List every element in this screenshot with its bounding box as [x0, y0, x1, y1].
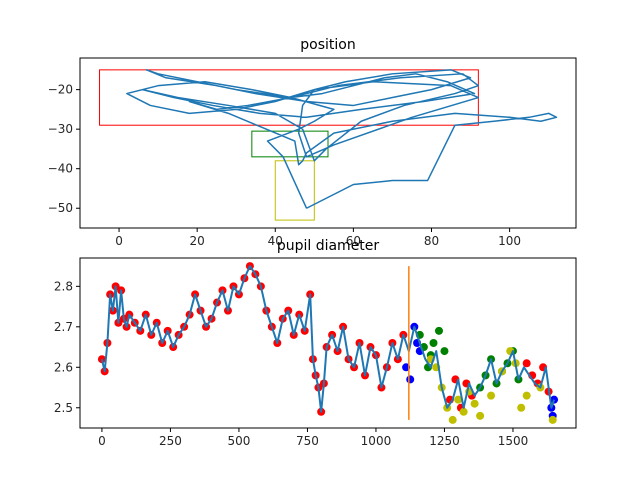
trajectory-line	[126, 69, 558, 209]
pupil-point-red	[522, 359, 531, 368]
y-tick-label: −30	[48, 122, 73, 136]
pupil-point-yellow	[548, 415, 557, 424]
pupil-point-blue	[406, 375, 415, 384]
region-box	[251, 130, 329, 158]
x-tick-label: 0	[115, 234, 123, 248]
x-tick-label: 500	[227, 434, 250, 448]
pupil-diameter-trace	[100, 265, 556, 413]
pupil-axes-frame	[79, 257, 577, 429]
pupil-diameter-title: pupil diameter	[277, 238, 380, 254]
position-trajectory	[126, 69, 558, 209]
x-tick-label: 1250	[429, 434, 460, 448]
x-tick-label: 60	[346, 234, 361, 248]
y-tick-label: 2.6	[54, 360, 73, 374]
pupil-point-yellow	[454, 395, 463, 404]
pupil-point-green	[440, 347, 449, 356]
y-tick-label: 2.7	[54, 320, 73, 334]
position-x-axis: 0 20 40 60 80 100	[115, 228, 521, 248]
pupil-point-yellow	[459, 407, 468, 416]
y-tick-label: −20	[48, 83, 73, 97]
y-tick-label: 2.5	[54, 401, 73, 415]
region-box	[274, 160, 315, 221]
pupil-point-green	[429, 339, 438, 347]
pupil-point-yellow	[476, 411, 485, 420]
x-tick-label: 1000	[361, 434, 392, 448]
x-tick-label: 100	[498, 234, 521, 248]
pupil-diameter-subplot: 0 250 500 750 1000 1250 1500 2.5 2.6 2.7 2.8 pupi…	[54, 238, 577, 448]
pupil-diameter-line	[100, 265, 556, 413]
pupil-x-axis: 0 250 500 750 1000 1250 1500	[98, 428, 528, 448]
x-tick-label: 80	[424, 234, 439, 248]
pupil-point-yellow	[448, 415, 457, 424]
position-title: position	[300, 37, 355, 53]
x-tick-label: 1500	[498, 434, 529, 448]
y-tick-label: 2.8	[54, 279, 73, 293]
x-tick-label: 40	[268, 234, 283, 248]
pupil-point-green	[434, 326, 443, 335]
position-y-axis: −20 −30 −40 −50	[48, 83, 80, 215]
x-tick-label: 20	[190, 234, 205, 248]
pupil-point-yellow	[522, 391, 531, 400]
pupil-point-yellow	[517, 403, 526, 412]
pupil-point-yellow	[487, 391, 496, 400]
x-tick-label: 0	[98, 434, 106, 448]
x-tick-label: 750	[296, 434, 319, 448]
position-axes-frame	[79, 57, 577, 229]
position-subplot: position 0 20 40 60 80 100 −20 −30 −40 −50	[48, 37, 577, 248]
x-tick-label: 250	[159, 434, 182, 448]
pupil-point-yellow	[470, 399, 479, 408]
pupil-y-axis: 2.5 2.6 2.7 2.8	[54, 279, 80, 415]
y-tick-label: −40	[48, 162, 73, 176]
y-tick-label: −50	[48, 201, 73, 215]
